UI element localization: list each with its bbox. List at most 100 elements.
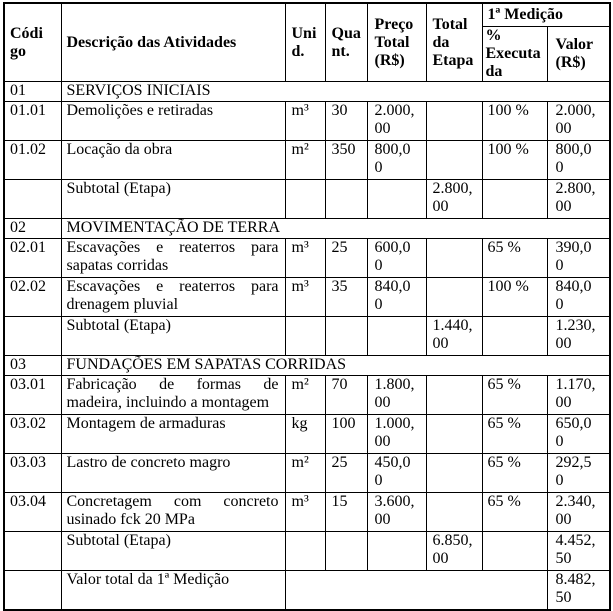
item-code: 01.01 xyxy=(3,101,62,141)
item-total-etapa xyxy=(425,277,483,317)
subtotal-pct-empty xyxy=(481,179,548,219)
col-header-quantidade: Quant. xyxy=(324,2,368,82)
item-total-etapa xyxy=(425,140,483,180)
subtotal-code-empty xyxy=(3,316,62,356)
item-pct-executada: 100 % xyxy=(481,140,548,180)
section-title: FUNDAÇÕES EM SAPATAS CORRIDAS xyxy=(60,355,611,376)
item-valor: 1.170,00 xyxy=(546,375,611,415)
subtotal-valor: 2.800,00 xyxy=(546,179,611,219)
section-code: 02 xyxy=(3,218,62,239)
section-code: 03 xyxy=(3,355,62,376)
subtotal-pct-empty xyxy=(481,531,548,571)
subtotal-unit-empty xyxy=(284,316,326,356)
section-row-01: 01 SERVIÇOS INICIAIS xyxy=(3,81,611,102)
item-price-total: 1.800,00 xyxy=(366,375,427,415)
item-total-etapa xyxy=(425,492,483,532)
header-row-top: Código Descrição das Atividades Unid. Qu… xyxy=(3,2,611,82)
section-row-03: 03 FUNDAÇÕES EM SAPATAS CORRIDAS xyxy=(3,355,611,376)
col-header-preco-total: Preço Total (R$) xyxy=(366,2,427,82)
header-row-sub: % Executada Valor (R$) xyxy=(4,26,611,82)
subtotal-price-empty xyxy=(366,316,427,356)
subtotal-unit-empty xyxy=(284,531,326,571)
section-title: SERVIÇOS INICIAIS xyxy=(60,81,611,102)
section-title: MOVIMENTAÇÃO DE TERRA xyxy=(60,218,611,239)
item-pct-executada: 100 % xyxy=(481,101,548,141)
item-description: Locação da obra xyxy=(60,140,286,180)
item-description: Montagem de armaduras xyxy=(60,414,286,454)
item-price-total: 840,00 xyxy=(366,277,427,317)
item-code: 03.01 xyxy=(3,375,62,415)
item-valor: 2.000,00 xyxy=(546,101,611,141)
item-code: 01.02 xyxy=(3,140,62,180)
item-description: Escavações e reaterros para sapatas corr… xyxy=(60,238,286,278)
item-pct-executada: 65 % xyxy=(481,238,548,278)
item-row-03-03: 03.03 Lastro de concreto magro m² 25 450… xyxy=(3,453,611,493)
item-price-total: 3.600,00 xyxy=(366,492,427,532)
subtotal-price-empty xyxy=(366,179,427,219)
item-unit: m² xyxy=(284,375,326,415)
item-unit: m² xyxy=(284,140,326,180)
item-total-etapa xyxy=(425,453,483,493)
item-quantity: 25 xyxy=(324,238,368,278)
col-header-primeira-medicao: 1ª Medição xyxy=(481,2,611,27)
subtotal-row-02: Subtotal (Etapa) 1.440,00 1.230,00 xyxy=(3,316,611,356)
grand-total-valor: 8.482,50 xyxy=(546,570,611,611)
item-row-03-01: 03.01 Fabricação de formas de madeira, i… xyxy=(3,375,611,415)
subtotal-total-etapa: 6.850,00 xyxy=(425,531,483,571)
subtotal-label: Subtotal (Etapa) xyxy=(60,179,286,219)
col-header-valor: Valor (R$) xyxy=(546,26,611,82)
item-unit: kg xyxy=(284,414,326,454)
item-valor: 650,00 xyxy=(546,414,611,454)
subtotal-code-empty xyxy=(3,179,62,219)
item-pct-executada: 100 % xyxy=(481,277,548,317)
col-header-descricao: Descrição das Atividades xyxy=(60,2,286,82)
item-valor: 800,00 xyxy=(546,140,611,180)
item-row-03-02: 03.02 Montagem de armaduras kg 100 1.000… xyxy=(3,414,611,454)
item-unit: m³ xyxy=(284,238,326,278)
item-quantity: 35 xyxy=(324,277,368,317)
item-quantity: 30 xyxy=(324,101,368,141)
item-total-etapa xyxy=(425,238,483,278)
subtotal-row-01: Subtotal (Etapa) 2.800,00 2.800,00 xyxy=(3,179,611,219)
section-row-02: 02 MOVIMENTAÇÃO DE TERRA xyxy=(3,218,611,239)
subtotal-price-empty xyxy=(366,531,427,571)
subtotal-qty-empty xyxy=(324,531,368,571)
subtotal-pct-empty xyxy=(481,316,548,356)
item-quantity: 70 xyxy=(324,375,368,415)
item-row-02-02: 02.02 Escavações e reaterros para drenag… xyxy=(3,277,611,317)
item-code: 03.03 xyxy=(3,453,62,493)
item-pct-executada: 65 % xyxy=(481,375,548,415)
item-price-total: 1.000,00 xyxy=(366,414,427,454)
subtotal-total-etapa: 1.440,00 xyxy=(425,316,483,356)
item-valor: 2.340,00 xyxy=(546,492,611,532)
measurement-table: Código Descrição das Atividades Unid. Qu… xyxy=(3,2,612,611)
col-header-total-etapa: Total da Etapa xyxy=(425,2,483,82)
item-valor: 292,50 xyxy=(546,453,611,493)
item-total-etapa xyxy=(425,414,483,454)
item-code: 03.02 xyxy=(3,414,62,454)
subtotal-qty-empty xyxy=(324,179,368,219)
grand-total-row: Valor total da 1ª Medição 8.482,50 xyxy=(3,570,611,611)
item-code: 02.01 xyxy=(3,238,62,278)
item-price-total: 600,00 xyxy=(366,238,427,278)
item-description: Demolições e retiradas xyxy=(60,101,286,141)
item-valor: 390,00 xyxy=(546,238,611,278)
item-row-03-04: 03.04 Concretagem com concreto usinado f… xyxy=(3,492,611,532)
item-description: Lastro de concreto magro xyxy=(60,453,286,493)
item-quantity: 25 xyxy=(324,453,368,493)
total-code-empty xyxy=(3,570,62,611)
item-code: 03.04 xyxy=(3,492,62,532)
item-quantity: 350 xyxy=(324,140,368,180)
subtotal-code-empty xyxy=(3,531,62,571)
subtotal-label: Subtotal (Etapa) xyxy=(60,316,286,356)
item-description: Concretagem com concreto usinado fck 20 … xyxy=(60,492,286,532)
subtotal-valor: 4.452,50 xyxy=(546,531,611,571)
subtotal-valor: 1.230,00 xyxy=(546,316,611,356)
item-valor: 840,00 xyxy=(546,277,611,317)
item-price-total: 450,00 xyxy=(366,453,427,493)
col-header-pct-executada: % Executada xyxy=(481,26,548,82)
subtotal-row-03: Subtotal (Etapa) 6.850,00 4.452,50 xyxy=(3,531,611,571)
section-code: 01 xyxy=(3,81,62,102)
item-quantity: 100 xyxy=(324,414,368,454)
item-total-etapa xyxy=(425,101,483,141)
